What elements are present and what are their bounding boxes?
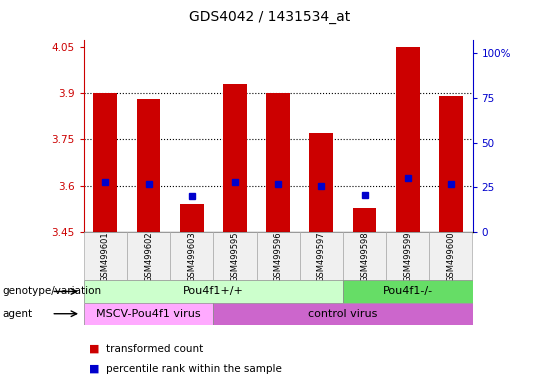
Text: GSM499597: GSM499597 [317, 231, 326, 281]
Text: GSM499601: GSM499601 [101, 231, 110, 281]
Text: percentile rank within the sample: percentile rank within the sample [106, 364, 282, 374]
Text: GSM499599: GSM499599 [403, 231, 412, 281]
Bar [93, 93, 117, 232]
Bar [84, 232, 127, 280]
Bar [256, 232, 300, 280]
Text: GSM499595: GSM499595 [231, 231, 239, 281]
Text: GDS4042 / 1431534_at: GDS4042 / 1431534_at [190, 10, 350, 23]
Bar [180, 204, 204, 232]
Bar [127, 232, 170, 280]
Text: ■: ■ [89, 344, 99, 354]
Bar [223, 84, 247, 232]
Text: transformed count: transformed count [106, 344, 204, 354]
Bar [353, 207, 376, 232]
Text: control virus: control virus [308, 309, 377, 319]
Text: GSM499602: GSM499602 [144, 231, 153, 281]
Bar [396, 46, 420, 232]
Bar [170, 232, 213, 280]
Text: agent: agent [3, 309, 33, 319]
Text: GSM499596: GSM499596 [274, 231, 282, 281]
Bar [309, 133, 333, 232]
Text: Pou4f1-/-: Pou4f1-/- [383, 286, 433, 296]
Text: genotype/variation: genotype/variation [3, 286, 102, 296]
Bar [84, 303, 213, 325]
Bar [429, 232, 472, 280]
Bar [266, 93, 290, 232]
Bar [84, 280, 343, 303]
Bar [213, 303, 472, 325]
Bar [439, 96, 463, 232]
Bar [343, 232, 386, 280]
Text: MSCV-Pou4f1 virus: MSCV-Pou4f1 virus [96, 309, 201, 319]
Text: GSM499598: GSM499598 [360, 231, 369, 281]
Text: GSM499600: GSM499600 [447, 231, 455, 281]
Bar [300, 232, 343, 280]
Text: GSM499603: GSM499603 [187, 231, 196, 282]
Bar [386, 232, 429, 280]
Text: ■: ■ [89, 364, 99, 374]
Bar [213, 232, 256, 280]
Bar [343, 280, 472, 303]
Bar [137, 99, 160, 232]
Text: Pou4f1+/+: Pou4f1+/+ [183, 286, 244, 296]
